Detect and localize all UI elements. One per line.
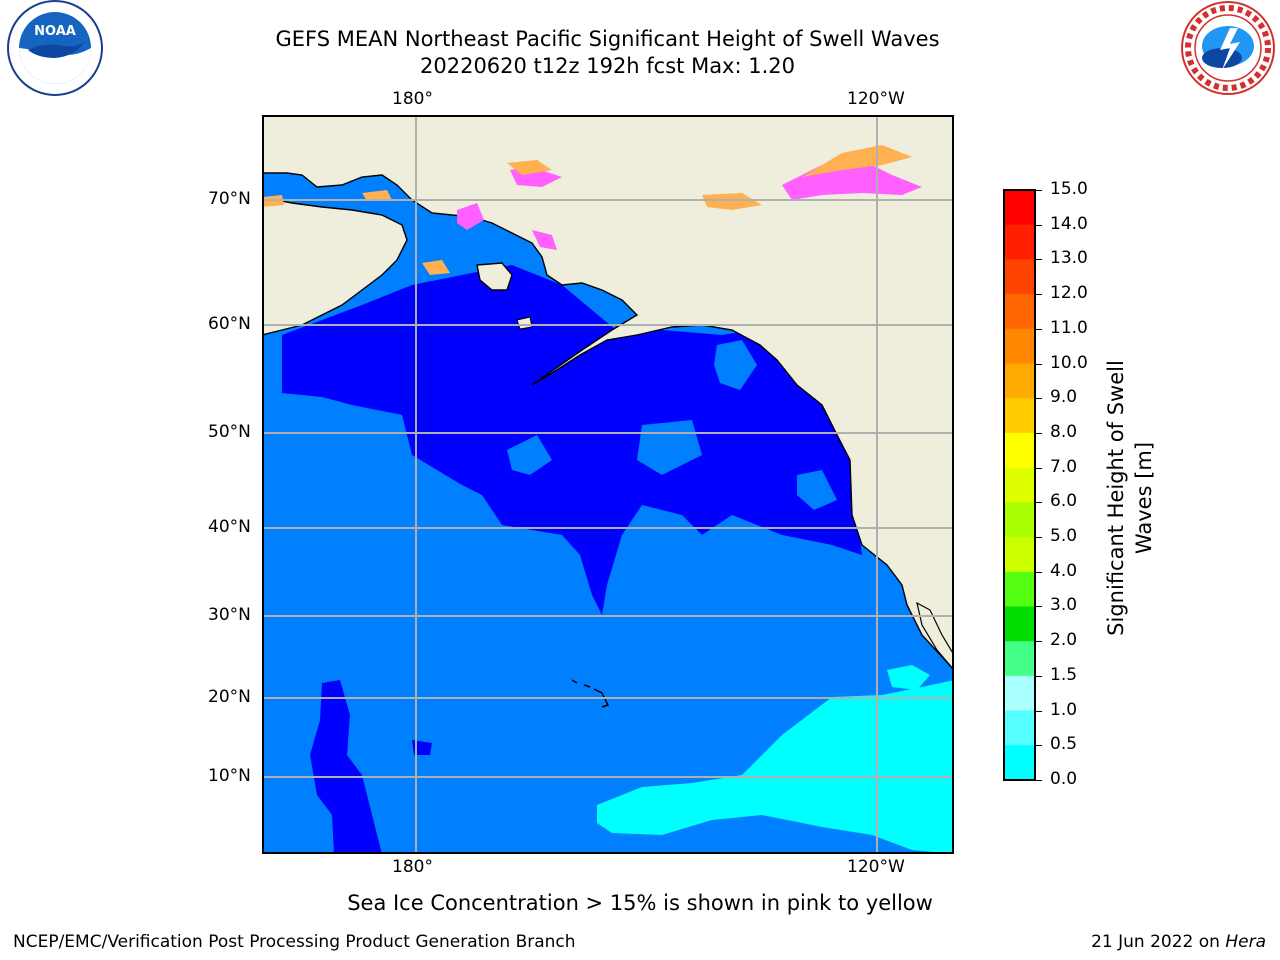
colorbar-tick-label: 5.0 xyxy=(1050,526,1078,547)
colorbar-tick-mark xyxy=(1036,745,1042,747)
colorbar-tick-label: 0.5 xyxy=(1050,734,1078,755)
lon-label-bottom-180: 180° xyxy=(392,857,433,877)
land-alaska-west xyxy=(476,262,513,291)
colorbar-tick-label: 10.0 xyxy=(1050,352,1088,373)
sea-ice-chukchi-edge xyxy=(507,160,552,175)
colorbar-tick-mark xyxy=(1036,675,1042,677)
colorbar-segment xyxy=(1004,467,1035,503)
colorbar-tick-mark xyxy=(1036,363,1042,365)
map-title: GEFS MEAN Northeast Pacific Significant … xyxy=(275,27,940,51)
lat-label-50n: 50°N xyxy=(208,422,251,442)
colorbar-tick-mark xyxy=(1036,432,1042,434)
colorbar-tick-label: 13.0 xyxy=(1050,248,1088,269)
colorbar-tick-mark xyxy=(1036,606,1042,608)
colorbar-segment xyxy=(1004,259,1035,295)
lat-label-40n: 40°N xyxy=(208,517,251,537)
colorbar-tick-label: 14.0 xyxy=(1050,213,1088,234)
colorbar-segment xyxy=(1004,502,1035,538)
colorbar-title: Significant Height of Swell Waves [m] xyxy=(1104,360,1156,636)
colorbar-tick-mark xyxy=(1036,571,1042,573)
sea-ice-laptev xyxy=(362,190,392,201)
colorbar-ticks: 15.0 14.0 13.0 12.0 11.0 10.0 9.0 8.0 7.0 6.0 5.0 4… xyxy=(1036,179,1096,789)
colorbar-segment xyxy=(1004,641,1035,677)
nws-logo xyxy=(1181,1,1275,95)
footer-date: 21 Jun 2022 on Hera xyxy=(1091,932,1266,952)
colorbar-tick-mark xyxy=(1036,537,1042,539)
colorbar-tick-label: 3.0 xyxy=(1050,595,1078,616)
colorbar-segment xyxy=(1004,294,1035,330)
colorbar-tick-mark xyxy=(1036,467,1042,469)
swell-patch-4 xyxy=(507,435,552,475)
colorbar-segment xyxy=(1004,432,1035,469)
swell-patch-1 xyxy=(714,340,757,390)
colorbar-segment xyxy=(1004,571,1035,607)
colorbar-tick-mark xyxy=(1036,780,1042,781)
lat-label-10n: 10°N xyxy=(208,766,251,786)
colorbar-tick-mark xyxy=(1036,224,1042,226)
colorbar-segment xyxy=(1004,224,1035,260)
swell-region-high xyxy=(597,680,954,854)
colorbar-tick-mark xyxy=(1036,641,1042,643)
map-frame xyxy=(262,115,954,854)
lat-label-60n: 60°N xyxy=(208,314,251,334)
colorbar-tick-label: 12.0 xyxy=(1050,283,1088,304)
colorbar-segment xyxy=(1004,328,1035,365)
land-baja xyxy=(916,601,954,671)
colorbar-tick-label: 9.0 xyxy=(1050,387,1078,408)
colorbar-segment xyxy=(1004,606,1035,642)
lat-label-30n: 30°N xyxy=(208,605,251,625)
colorbar-tick-label: 11.0 xyxy=(1050,317,1088,338)
colorbar-tick-label: 0.0 xyxy=(1050,769,1078,789)
colorbar-segment xyxy=(1004,745,1035,781)
map-graticule xyxy=(262,115,954,854)
map-panel xyxy=(262,115,954,854)
land-siberia xyxy=(262,196,408,336)
sea-ice-beaufort-edge xyxy=(802,145,912,177)
colorbar-tick-label: 7.0 xyxy=(1050,456,1078,477)
lon-label-top-180: 180° xyxy=(392,89,433,109)
land-north-america xyxy=(262,115,954,672)
footer-date-text: 21 Jun 2022 on xyxy=(1091,932,1226,952)
sea-ice-bering-1 xyxy=(457,203,484,230)
colorbar xyxy=(1003,189,1036,781)
colorbar-segment xyxy=(1004,710,1035,746)
colorbar-tick-label: 8.0 xyxy=(1050,421,1078,442)
colorbar-segment xyxy=(1004,675,1035,712)
lon-label-top-120w: 120°W xyxy=(847,89,905,109)
footer-host: Hera xyxy=(1225,932,1266,952)
colorbar-tick-mark xyxy=(1036,710,1042,712)
sea-ice-bering-3 xyxy=(422,260,450,275)
colorbar-tick-label: 4.0 xyxy=(1050,560,1078,581)
colorbar-tick-mark xyxy=(1036,502,1042,504)
colorbar-segment xyxy=(1004,537,1035,573)
colorbar-tick-mark xyxy=(1036,190,1042,191)
colorbar-tick-mark xyxy=(1036,398,1042,400)
footer-producer: NCEP/EMC/Verification Post Processing Pr… xyxy=(13,932,576,952)
colorbar-tick-label: 1.0 xyxy=(1050,699,1078,720)
swell-region-low-south xyxy=(310,680,382,854)
sea-ice-bering-2 xyxy=(532,230,557,250)
lat-label-20n: 20°N xyxy=(208,687,251,707)
colorbar-tick-mark xyxy=(1036,294,1042,296)
map-subtitle: 20220620 t12z 192h fcst Max: 1.20 xyxy=(420,54,795,78)
lon-label-bottom-120w: 120°W xyxy=(847,857,905,877)
colorbar-segment xyxy=(1004,190,1035,226)
colorbar-tick-label: 1.5 xyxy=(1050,664,1078,685)
colorbar-tick-label: 6.0 xyxy=(1050,491,1078,512)
sea-ice-note: Sea Ice Concentration > 15% is shown in … xyxy=(347,891,933,915)
colorbar-segment xyxy=(1004,363,1035,399)
noaa-logo: NOAA xyxy=(7,0,103,96)
colorbar-tick-mark xyxy=(1036,259,1042,261)
lat-label-70n: 70°N xyxy=(208,189,251,209)
sea-ice-arctic-ak xyxy=(702,193,762,210)
colorbar-tick-mark xyxy=(1036,328,1042,330)
swell-patch-3 xyxy=(797,470,837,510)
colorbar-tick-label: 2.0 xyxy=(1050,630,1078,651)
noaa-logo-text: NOAA xyxy=(34,24,76,39)
colorbar-segment xyxy=(1004,398,1035,434)
colorbar-tick-label: 15.0 xyxy=(1050,179,1088,199)
swell-region-high-2 xyxy=(887,665,930,690)
